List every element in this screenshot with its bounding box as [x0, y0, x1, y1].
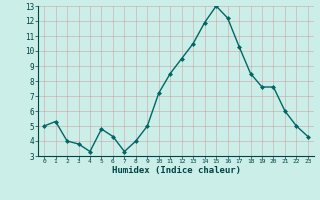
X-axis label: Humidex (Indice chaleur): Humidex (Indice chaleur)	[111, 166, 241, 175]
